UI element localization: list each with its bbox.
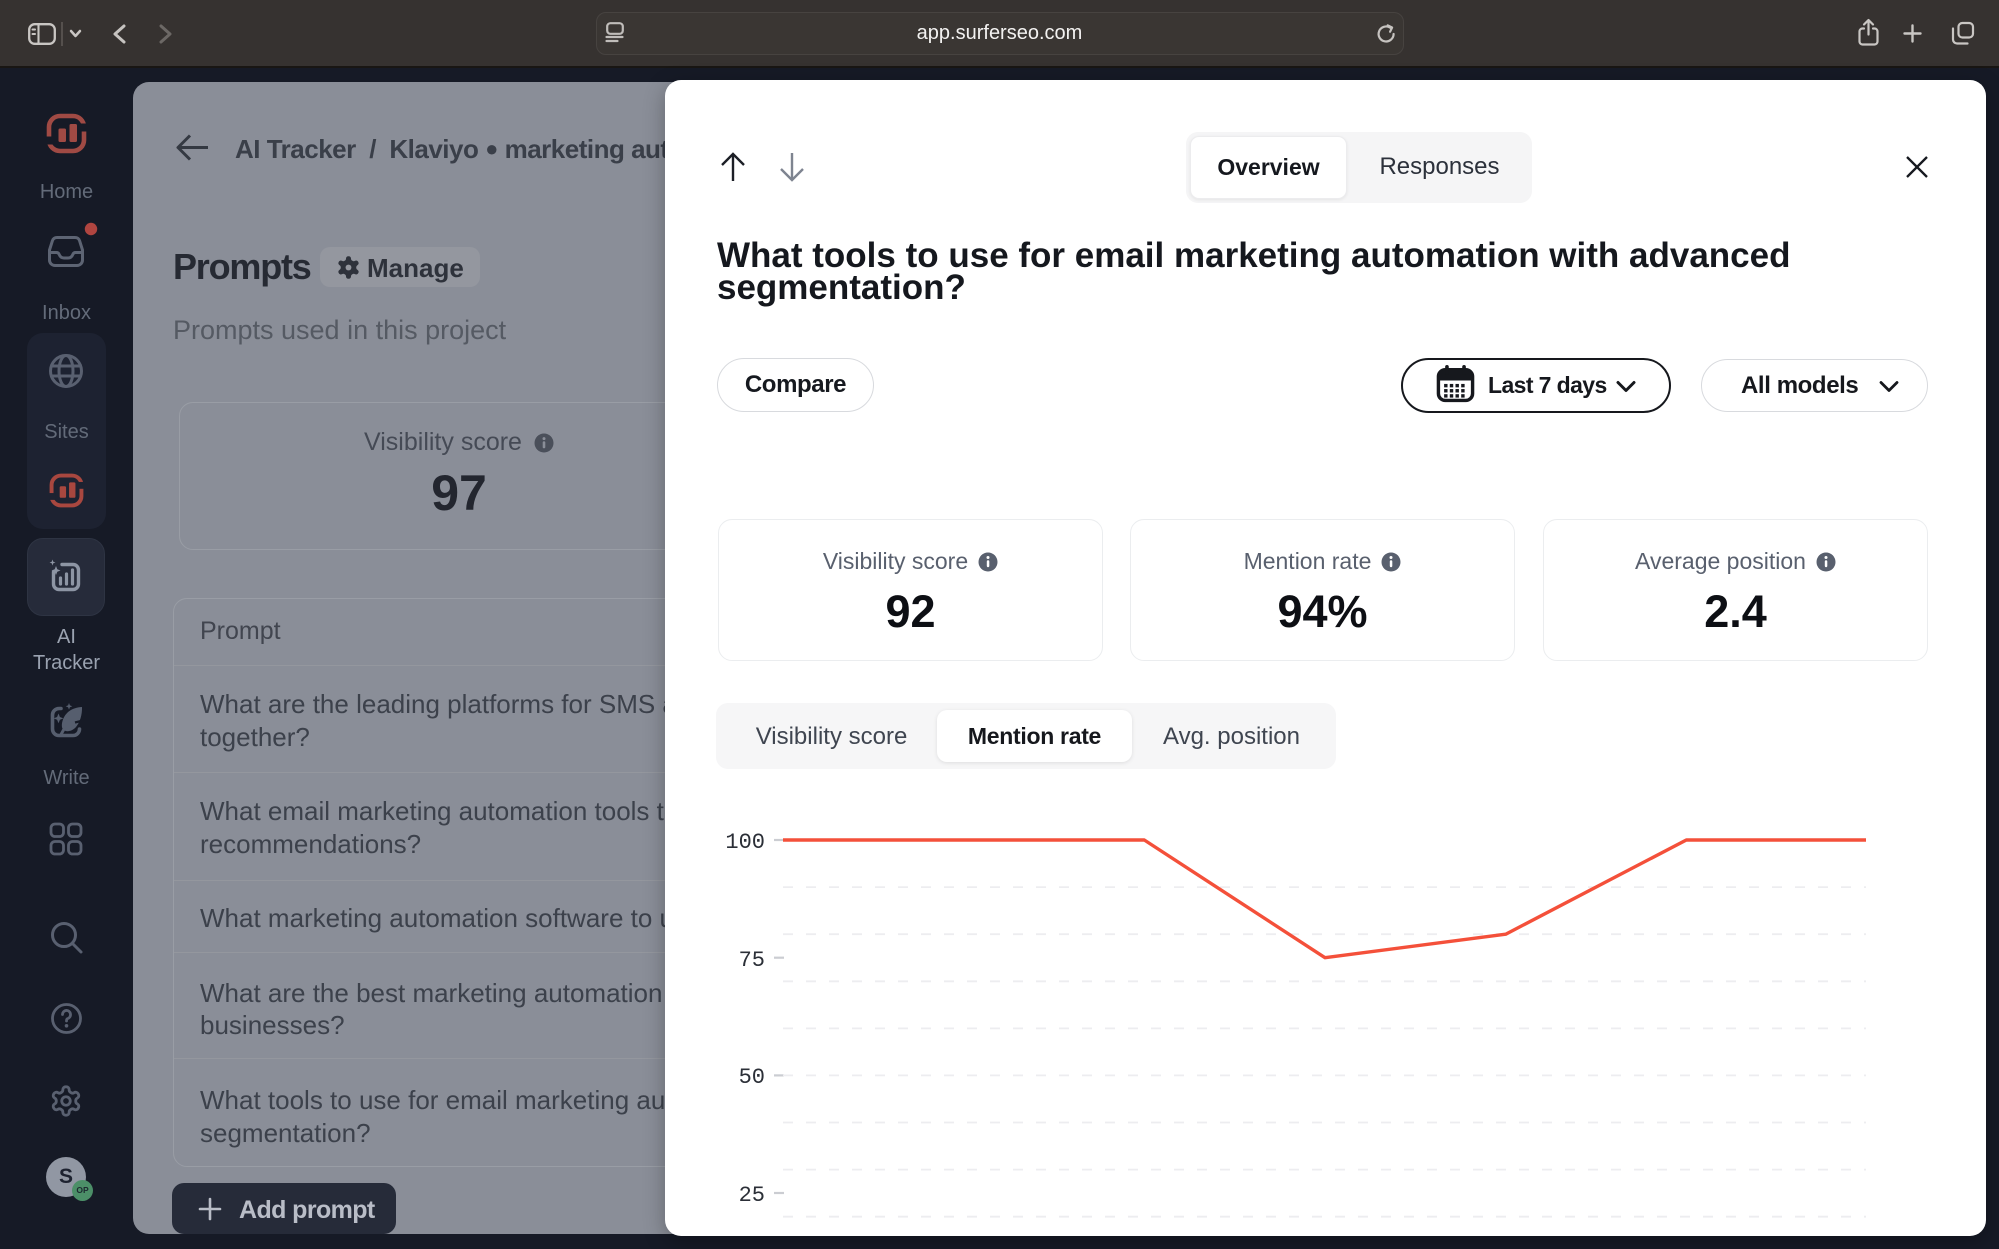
- svg-text:25: 25: [739, 1183, 765, 1208]
- svg-text:50: 50: [739, 1065, 765, 1090]
- svg-text:75: 75: [739, 948, 765, 973]
- svg-text:100: 100: [725, 830, 765, 855]
